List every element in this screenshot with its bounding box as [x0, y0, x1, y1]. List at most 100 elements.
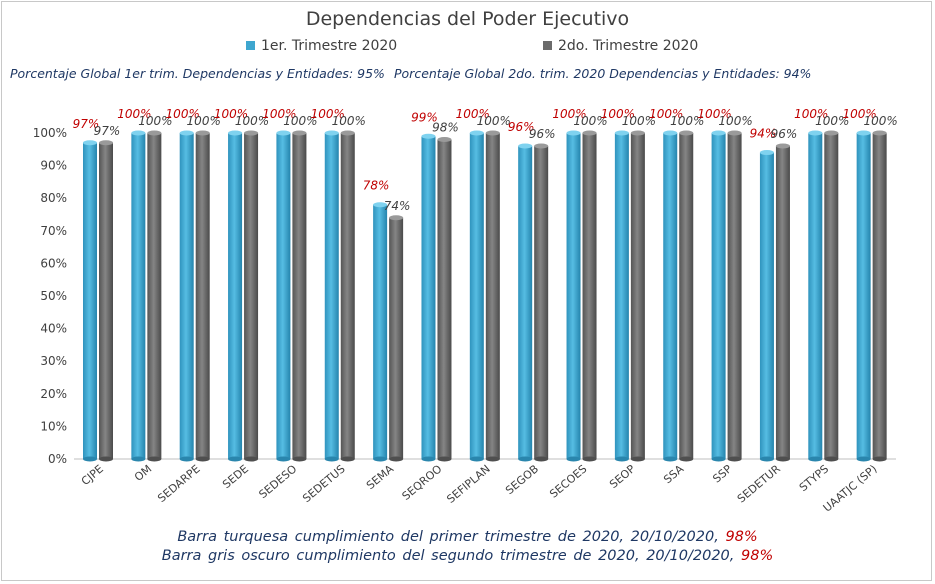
bar-base-1: [83, 456, 97, 462]
bar-2: [824, 133, 839, 459]
bar-top-1: [663, 130, 678, 136]
x-tick-label: SEMA: [364, 462, 396, 492]
bar-base-1: [421, 456, 436, 462]
data-label-1: 100%: [166, 107, 200, 121]
bar-top-1: [83, 140, 97, 146]
bar-top-2: [534, 143, 549, 149]
data-label-2: 100%: [573, 114, 607, 128]
bar-top-2: [340, 130, 355, 136]
bar-top-1: [324, 130, 339, 136]
bar-1: [179, 133, 194, 459]
x-tick-label: SEOP: [607, 462, 638, 491]
bar-1: [566, 133, 581, 459]
bar-1: [83, 142, 97, 459]
data-label-1: 100%: [262, 107, 296, 121]
bar-top-2: [389, 215, 404, 221]
data-label-1: 94%: [750, 127, 777, 141]
bar-base-2: [292, 456, 307, 462]
bar-top-1: [856, 130, 871, 136]
bar-1: [131, 133, 146, 459]
y-tick-label: 20%: [40, 387, 67, 401]
x-tick-label: SEDETUR: [735, 462, 783, 505]
bar-1: [614, 133, 629, 459]
bar-base-2: [147, 456, 162, 462]
x-tick-label: SEQROO: [400, 462, 445, 503]
data-label-1: 100%: [311, 107, 345, 121]
y-tick-label: 60%: [40, 256, 67, 270]
y-tick-label: 80%: [40, 191, 67, 205]
bar-2: [485, 133, 500, 459]
bar-top-2: [485, 130, 500, 136]
bar-base-1: [808, 456, 823, 462]
bar-base-2: [775, 456, 790, 462]
bar-top-2: [630, 130, 645, 136]
data-label-2: 100%: [863, 114, 897, 128]
bar-1: [324, 133, 339, 459]
x-tick-label: SEGOB: [503, 462, 541, 497]
bar-base-1: [131, 456, 146, 462]
data-label-1: 100%: [649, 107, 683, 121]
bar-2: [195, 133, 210, 459]
data-label-2: 74%: [384, 199, 411, 213]
bar-top-2: [99, 140, 113, 146]
bar-2: [775, 146, 790, 460]
bar-2: [679, 133, 694, 459]
footnote-q1: Barra turquesa cumplimiento del primer t…: [0, 529, 935, 545]
data-label-1: 100%: [697, 107, 731, 121]
bar-2: [147, 133, 162, 459]
data-label-2: 100%: [815, 114, 849, 128]
bar-1: [276, 133, 291, 459]
bar-2: [582, 133, 597, 459]
data-label-1: 100%: [552, 107, 586, 121]
bar-1: [808, 133, 823, 459]
bar-top-1: [711, 130, 726, 136]
bar-2: [727, 133, 742, 459]
bar-top-2: [679, 130, 694, 136]
bar-top-1: [614, 130, 629, 136]
chart-title: Dependencias del Poder Ejecutivo: [305, 8, 630, 30]
bar-top-1: [518, 143, 533, 149]
bar-base-1: [663, 456, 678, 462]
bar-top-2: [244, 130, 259, 136]
legend-label-series2: 2do. Trimestre 2020: [558, 38, 699, 54]
bar-base-1: [276, 456, 291, 462]
footnote-q2: Barra gris oscuro cumplimiento del segun…: [0, 548, 935, 564]
data-label-1: 100%: [214, 107, 248, 121]
data-label-2: 97%: [94, 124, 121, 138]
bar-2: [872, 133, 887, 459]
x-tick-label: SEDESO: [257, 462, 300, 501]
data-label-2: 100%: [332, 114, 366, 128]
legend-label-series1: 1er. Trimestre 2020: [261, 38, 398, 54]
global-percentage-q2: Porcentaje Global 2do. trim. 2020 Depend…: [394, 66, 812, 81]
data-label-2: 98%: [432, 121, 459, 135]
bar-1: [421, 136, 436, 459]
x-tick-label: SEDE: [220, 462, 251, 491]
bar-1: [711, 133, 726, 459]
bar-1: [373, 204, 388, 459]
data-label-2: 100%: [187, 114, 221, 128]
bar-1: [856, 133, 871, 459]
legend-item-series1: 1er. Trimestre 2020: [246, 38, 397, 54]
bar-base-1: [373, 456, 388, 462]
bar-2: [99, 142, 113, 459]
bar-base-2: [582, 456, 597, 462]
bar-base-2: [195, 456, 210, 462]
bar-base-2: [534, 456, 549, 462]
bar-base-2: [99, 456, 113, 462]
data-label-1: 99%: [411, 110, 438, 124]
bar-top-2: [775, 143, 790, 149]
bar-top-1: [373, 202, 388, 208]
bar-base-2: [630, 456, 645, 462]
data-label-1: 100%: [117, 107, 151, 121]
bar-top-2: [195, 130, 210, 136]
y-tick-label: 100%: [33, 126, 67, 140]
x-tick-label: OM: [132, 462, 154, 484]
data-label-1: 100%: [794, 107, 828, 121]
bar-2: [437, 139, 452, 459]
bar-base-1: [518, 456, 533, 462]
bar-top-2: [582, 130, 597, 136]
bar-2: [389, 217, 404, 459]
y-tick-label: 70%: [40, 224, 67, 238]
